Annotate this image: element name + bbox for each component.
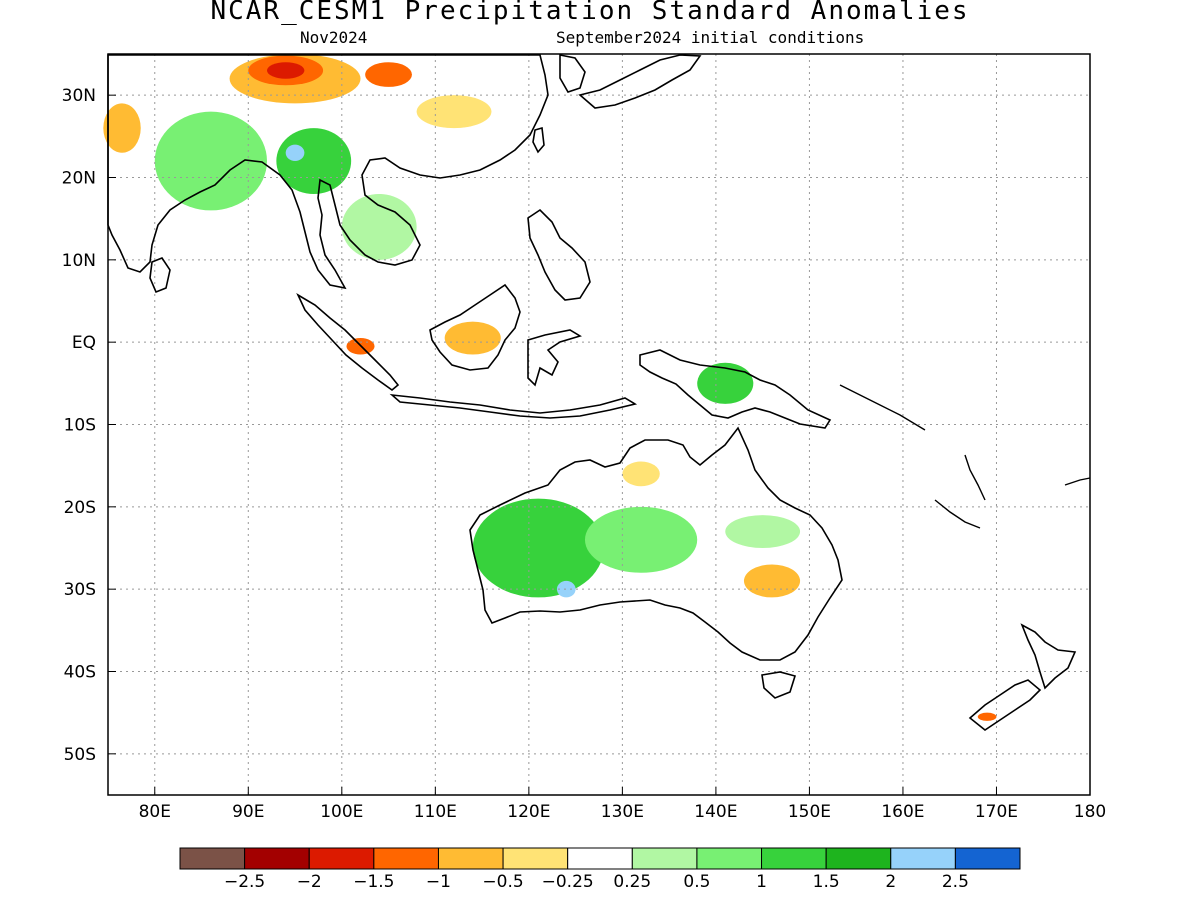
colorbar-swatch-11 [890,847,956,870]
anomaly-region-19 [977,712,997,721]
colorbar-swatch-8 [696,847,763,870]
colorbar-swatch-1 [244,847,310,870]
anomaly-region-3 [365,62,412,87]
colorbar-swatch-6 [567,847,633,870]
lon-tick-label-10: 180 [1074,802,1106,822]
anomaly-shading [103,53,997,721]
coastline-fiji [1064,477,1091,486]
coastline-nz-south [968,679,1042,731]
lat-tick-label-2: 10N [62,251,96,271]
lon-tick-label-8: 160E [881,802,924,822]
coastline-korea [559,54,586,93]
coastline-asia [107,54,549,290]
lon-tick-label-5: 130E [601,802,644,822]
anomaly-region-13 [472,498,604,598]
colorbar-label-5: −0.25 [542,872,594,892]
lon-tick-label-6: 140E [694,802,737,822]
coastline-java [389,393,638,419]
coastline-new-guinea [639,349,832,429]
colorbar-label-1: −2 [297,872,322,892]
colorbar-label-0: −2.5 [224,872,265,892]
colorbar-label-6: 0.25 [613,872,651,892]
lat-tick-label-7: 40S [64,663,96,683]
colorbar-swatch-3 [373,847,439,870]
anomaly-region-5 [416,95,492,129]
colorbar-label-4: −0.5 [482,872,523,892]
anomaly-region-6 [154,111,267,211]
colorbar-label-10: 2 [885,872,896,892]
coastline-nz-north [1020,623,1077,690]
colorbar: −2.5 −2 −1.5 −1 −0.5 −0.25 0.25 0.5 1 1.5 2 2.5 [179,847,1021,892]
coastline-tasmania [761,671,797,699]
colorbar-label-7: 0.5 [683,872,710,892]
anomaly-region-2 [266,62,305,79]
axis-ticks: 80E 90E 100E 110E 120E 130E 140E 150E 160E 170E 18… [62,86,1107,822]
coastline-sumatra [296,293,400,392]
colorbar-label-9: 1.5 [813,872,840,892]
coastline-australia [469,426,843,661]
forecast-month-label: Nov2024 [300,28,368,47]
colorbar-swatch-10 [825,847,892,870]
colorbar-swatch-5 [502,847,569,870]
coastline-borneo [429,283,521,371]
colorbar-swatch-12 [954,847,1021,870]
coastlines [107,54,1091,731]
coastline-japan [578,54,702,109]
grid-lines [108,54,1090,795]
anomaly-region-17 [743,564,801,598]
colorbar-label-8: 1 [756,872,767,892]
lon-tick-label-0: 80E [139,802,171,822]
lat-tick-label-5: 20S [64,498,96,518]
anomaly-region-9 [341,193,417,260]
initial-conditions-label: September2024 initial conditions [556,28,865,47]
coastline-vanuatu [964,454,986,501]
colorbar-swatch-7 [631,847,698,870]
lat-tick-label-6: 30S [64,580,96,600]
coastline-taiwan [532,126,545,154]
lat-tick-label-1: 20N [62,169,96,189]
anomaly-region-15 [584,506,698,573]
lon-tick-label-3: 110E [414,802,457,822]
anomaly-region-18 [622,461,660,487]
lat-tick-label-8: 50S [64,745,96,765]
lon-tick-label-2: 100E [320,802,363,822]
colorbar-label-2: −1.5 [353,872,394,892]
colorbar-swatch-4 [437,847,504,870]
colorbar-label-3: −1 [426,872,451,892]
anomaly-region-4 [103,103,141,153]
lat-tick-label-4: 10S [64,416,96,436]
coastline-philippines [527,208,591,301]
lon-tick-label-1: 90E [232,802,264,822]
colorbar-swatch-9 [761,847,827,870]
coastline-sulawesi [527,329,582,387]
anomaly-region-12 [697,362,754,404]
lon-tick-label-4: 120E [507,802,550,822]
lat-tick-label-3: EQ [72,333,96,353]
coastline-new-caledonia [934,499,981,529]
map-title: NCAR_CESM1 Precipitation Standard Anomal… [210,0,970,26]
lon-tick-label-7: 150E [788,802,831,822]
anomaly-region-14 [556,580,576,598]
colorbar-swatch-0 [179,847,246,870]
anomaly-region-10 [444,321,501,355]
colorbar-swatch-2 [308,847,375,870]
coastline-sri-lanka [149,257,171,294]
colorbar-label-11: 2.5 [942,872,969,892]
anomaly-region-16 [725,515,801,548]
lat-tick-label-0: 30N [62,86,96,106]
coastline-solomon-islands [839,384,926,431]
lon-tick-label-9: 170E [975,802,1018,822]
anomaly-region-8 [285,144,305,162]
